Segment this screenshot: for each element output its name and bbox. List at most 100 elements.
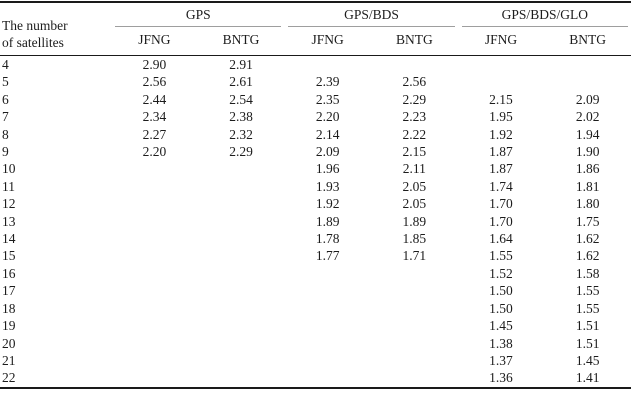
- value-cell: 2.27: [142, 126, 167, 142]
- value-cell: 1.80: [575, 196, 600, 212]
- value-cell: 1.96: [315, 161, 340, 177]
- table-row: 18 1.50 1.55: [0, 300, 631, 317]
- value-cell: 1.70: [489, 196, 513, 212]
- value-cell: [284, 282, 371, 299]
- value-cell: 2.39: [315, 74, 340, 90]
- value-cell: [198, 160, 285, 177]
- table-body: 4 2.90 2.91 5 2.56 2.61 2.39 2.56 6 2.44 2.54 2.35 2…: [0, 56, 631, 388]
- value-cell: 1.87: [489, 161, 513, 177]
- value-cell: [284, 300, 371, 317]
- table-row: 12 1.92 2.05 1.70 1.80: [0, 195, 631, 212]
- value-cell: 1.58: [575, 265, 600, 281]
- value-cell: [198, 282, 285, 299]
- value-cell: 2.32: [229, 126, 253, 142]
- value-cell: [198, 317, 285, 334]
- station-header-row: JFNG BNTG JFNG BNTG JFNG BNTG: [0, 27, 631, 56]
- satellite-count-cell: 8: [2, 126, 9, 142]
- value-cell: 2.20: [142, 144, 167, 160]
- value-cell: 2.11: [402, 161, 426, 177]
- value-cell: 1.95: [489, 109, 513, 125]
- value-cell: [198, 335, 285, 352]
- value-cell: [371, 335, 458, 352]
- value-cell: [111, 160, 198, 177]
- value-cell: 2.90: [142, 57, 167, 72]
- value-cell: 2.56: [402, 74, 427, 90]
- table-row: 4 2.90 2.91: [0, 56, 631, 74]
- table-row: 9 2.20 2.29 2.09 2.15 1.87 1.90: [0, 143, 631, 160]
- value-cell: [198, 230, 285, 247]
- value-cell: [198, 265, 285, 282]
- value-cell: [284, 265, 371, 282]
- value-cell: [198, 369, 285, 387]
- value-cell: 1.75: [575, 213, 600, 229]
- value-cell: 2.09: [575, 91, 600, 107]
- column-group-gps-label: GPS: [115, 3, 282, 27]
- value-cell: 2.29: [229, 144, 253, 160]
- value-cell: [111, 247, 198, 264]
- value-cell: 2.34: [142, 109, 167, 125]
- table-row: 19 1.45 1.51: [0, 317, 631, 334]
- value-cell: 2.44: [142, 91, 167, 107]
- value-cell: 1.45: [575, 352, 600, 368]
- satellite-count-cell: 17: [2, 283, 16, 299]
- value-cell: [111, 317, 198, 334]
- value-cell: 2.05: [402, 178, 427, 194]
- satellite-count-cell: 6: [2, 91, 9, 107]
- value-cell: [284, 369, 371, 387]
- value-cell: 2.09: [315, 144, 340, 160]
- satellite-count-cell: 16: [2, 265, 16, 281]
- value-cell: 1.38: [489, 335, 513, 351]
- table-row: 15 1.77 1.71 1.55 1.62: [0, 247, 631, 264]
- value-cell: [198, 300, 285, 317]
- table-row: 16 1.52 1.58: [0, 265, 631, 282]
- value-cell: [371, 56, 458, 74]
- value-cell: [371, 352, 458, 369]
- table-header: The number of satellites GPS GPS/BDS GPS…: [0, 2, 631, 56]
- value-cell: [111, 300, 198, 317]
- satellite-count-cell: 13: [2, 213, 16, 229]
- value-cell: [371, 265, 458, 282]
- value-cell: 1.71: [402, 248, 427, 264]
- value-cell: 1.55: [575, 283, 600, 299]
- value-cell: 1.90: [575, 144, 600, 160]
- value-cell: [111, 195, 198, 212]
- subcol-gps-bds-jfng: JFNG: [284, 27, 371, 56]
- value-cell: 1.92: [315, 196, 340, 212]
- table-row: 14 1.78 1.85 1.64 1.62: [0, 230, 631, 247]
- satellite-count-cell: 22: [2, 370, 16, 386]
- row-header-title: The number of satellites: [0, 2, 112, 56]
- value-cell: 1.37: [489, 352, 513, 368]
- value-cell: 2.91: [229, 57, 253, 72]
- value-cell: [284, 335, 371, 352]
- column-group-gps-bds-glo: GPS/BDS/GLO: [458, 2, 631, 27]
- value-cell: 2.05: [402, 196, 427, 212]
- value-cell: [544, 73, 631, 90]
- column-group-gps: GPS: [111, 2, 284, 27]
- satellite-count-cell: 11: [2, 178, 15, 194]
- value-cell: [111, 213, 198, 230]
- value-cell: 2.20: [315, 109, 340, 125]
- value-cell: 1.36: [489, 370, 513, 386]
- value-cell: [371, 300, 458, 317]
- value-cell: [284, 56, 371, 74]
- value-cell: 1.77: [315, 248, 340, 264]
- value-cell: 1.93: [315, 178, 340, 194]
- value-cell: 1.92: [489, 126, 513, 142]
- row-header-line1: The number: [2, 18, 68, 33]
- subcol-gps-bds-bntg: BNTG: [371, 27, 458, 56]
- value-cell: [371, 282, 458, 299]
- table-row: 11 1.93 2.05 1.74 1.81: [0, 178, 631, 195]
- table-row: 7 2.34 2.38 2.20 2.23 1.95 2.02: [0, 108, 631, 125]
- table-row: 20 1.38 1.51: [0, 335, 631, 352]
- value-cell: 2.02: [575, 109, 600, 125]
- value-cell: 1.89: [315, 213, 340, 229]
- value-cell: 1.85: [402, 231, 427, 247]
- satellite-count-cell: 19: [2, 318, 16, 334]
- value-cell: 1.41: [575, 370, 600, 386]
- row-header-line2: of satellites: [2, 35, 64, 50]
- value-cell: 1.55: [575, 300, 600, 316]
- table-row: 10 1.96 2.11 1.87 1.86: [0, 160, 631, 177]
- value-cell: [111, 335, 198, 352]
- value-cell: [198, 195, 285, 212]
- value-cell: 1.50: [489, 283, 513, 299]
